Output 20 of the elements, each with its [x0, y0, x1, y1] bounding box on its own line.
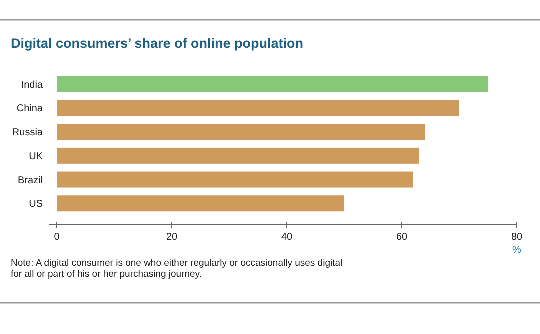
x-axis-title: %: [512, 245, 522, 256]
y-tick-label: UK: [29, 151, 44, 162]
bar: [57, 100, 460, 116]
bar: [57, 76, 488, 92]
chart-title: Digital consumers’ share of online population: [11, 36, 304, 51]
x-tick-label: 80: [511, 232, 523, 243]
y-tick-label: US: [29, 199, 44, 210]
y-tick-label: India: [21, 80, 44, 91]
y-tick-label: China: [16, 104, 44, 115]
bar: [57, 172, 414, 188]
y-tick-label: Brazil: [18, 175, 43, 186]
y-tick-label: Russia: [12, 128, 44, 139]
bar: [57, 196, 344, 212]
x-tick-label: 60: [396, 232, 408, 243]
bar: [57, 148, 420, 164]
x-tick-label: 20: [166, 232, 178, 243]
x-tick-label: 40: [281, 232, 293, 243]
bar: [57, 124, 425, 140]
x-tick-label: 0: [54, 232, 60, 243]
text: Note: A digital consumer is one who either regularly or occasionally uses digital for all or part of his or her purchasing journey.: [11, 258, 343, 280]
